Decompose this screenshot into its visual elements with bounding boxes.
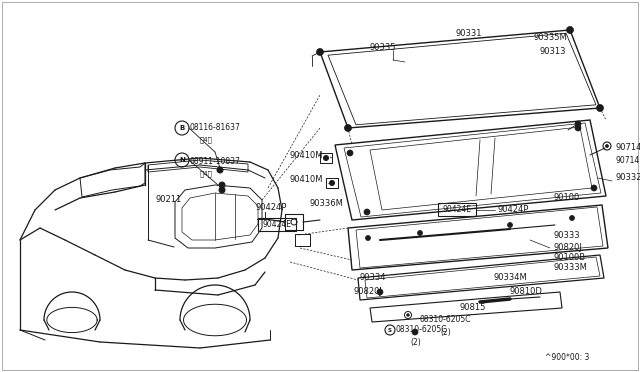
Circle shape: [412, 329, 418, 335]
Text: 90820J: 90820J: [554, 243, 583, 251]
Text: 90410M: 90410M: [290, 176, 323, 185]
Text: 90334: 90334: [360, 273, 387, 282]
Circle shape: [417, 231, 422, 235]
Text: 90820J: 90820J: [354, 288, 383, 296]
Text: 90334M: 90334M: [493, 273, 527, 282]
Circle shape: [317, 48, 323, 55]
Text: 90331: 90331: [455, 29, 481, 38]
Text: (2): (2): [440, 327, 451, 337]
Text: 90714: 90714: [615, 144, 640, 153]
Circle shape: [596, 105, 604, 112]
Text: 90100B: 90100B: [554, 253, 586, 263]
Text: 90332: 90332: [615, 173, 640, 183]
Text: 「4」: 「4」: [200, 171, 213, 177]
Circle shape: [570, 215, 575, 221]
Text: 90335: 90335: [370, 42, 397, 51]
Text: 90335M: 90335M: [534, 33, 568, 42]
Circle shape: [377, 289, 383, 295]
Circle shape: [323, 155, 328, 160]
Text: 08116-81637: 08116-81637: [190, 124, 241, 132]
Text: N: N: [179, 157, 185, 163]
Text: 90424E: 90424E: [262, 220, 291, 229]
Circle shape: [217, 167, 223, 173]
Circle shape: [575, 121, 581, 127]
Text: 90410M: 90410M: [290, 151, 323, 160]
Circle shape: [219, 187, 225, 193]
Bar: [438, 203, 476, 216]
Circle shape: [575, 125, 581, 131]
Text: 90211: 90211: [155, 196, 181, 205]
Text: 90815: 90815: [460, 304, 486, 312]
Text: 90424E: 90424E: [442, 205, 472, 214]
Text: (2): (2): [410, 337, 420, 346]
Circle shape: [347, 150, 353, 156]
Text: 「4」: 「4」: [200, 137, 213, 143]
Bar: [258, 218, 296, 231]
Circle shape: [407, 314, 409, 316]
Text: B: B: [179, 125, 184, 131]
Circle shape: [330, 180, 335, 186]
Circle shape: [364, 209, 370, 215]
Text: 90424P: 90424P: [256, 203, 287, 212]
Text: ^900*00: 3: ^900*00: 3: [545, 353, 589, 362]
Circle shape: [344, 125, 351, 131]
Circle shape: [605, 144, 609, 148]
Text: 90714+A〈LH〉: 90714+A〈LH〉: [615, 155, 640, 164]
Text: 08310-6205C: 08310-6205C: [396, 326, 447, 334]
Circle shape: [566, 26, 573, 33]
Circle shape: [219, 182, 225, 188]
Text: S: S: [388, 327, 392, 333]
Text: 90333: 90333: [554, 231, 580, 240]
Text: 08911-10837: 08911-10837: [190, 157, 241, 167]
Text: 90336M: 90336M: [310, 199, 344, 208]
Circle shape: [591, 185, 597, 191]
Text: 90100: 90100: [554, 193, 580, 202]
Text: 90424P: 90424P: [498, 205, 529, 215]
Text: 90810D: 90810D: [510, 288, 543, 296]
Text: 90313: 90313: [540, 46, 566, 55]
Circle shape: [508, 222, 513, 228]
Text: 08310-6205C: 08310-6205C: [420, 315, 472, 324]
Circle shape: [365, 235, 371, 241]
Text: 90333M: 90333M: [554, 263, 588, 273]
